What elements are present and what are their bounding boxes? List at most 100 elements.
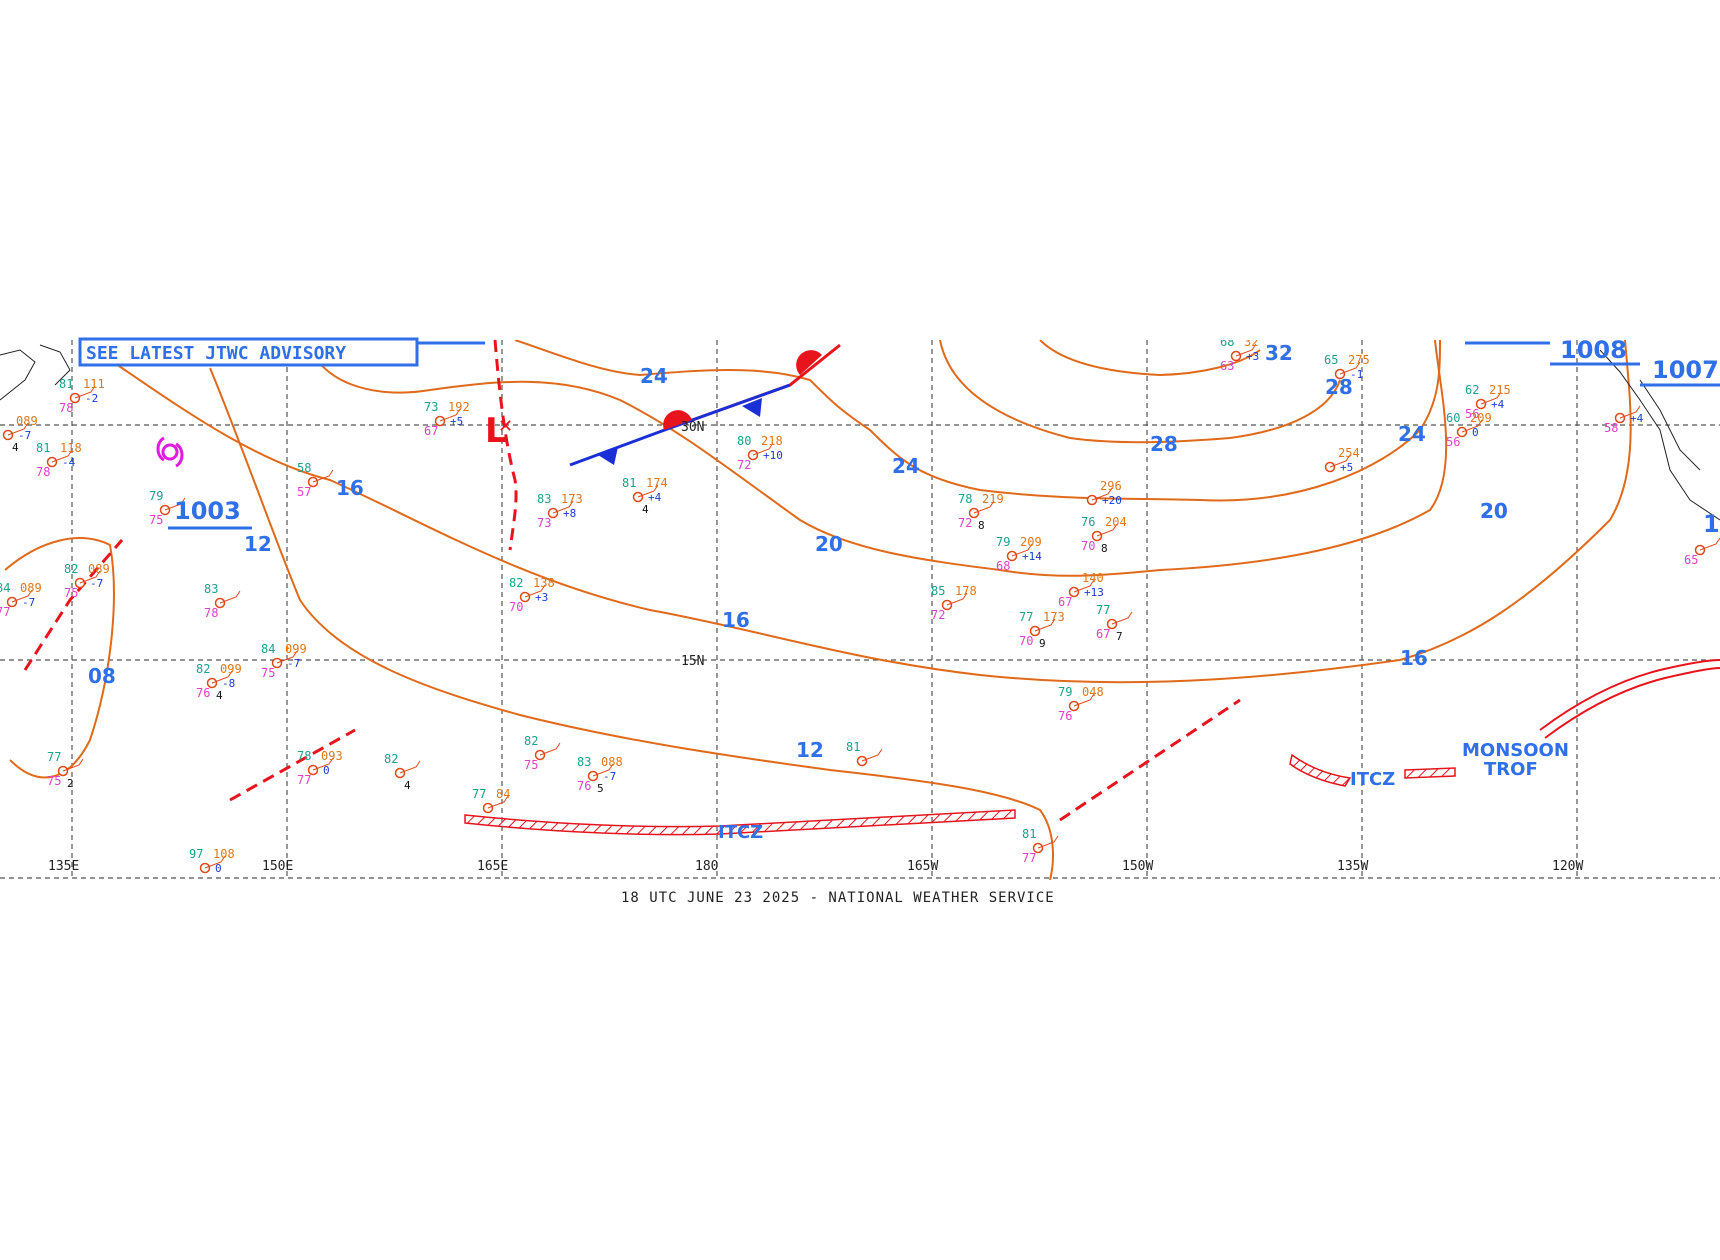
station-plot[interactable]: 089-74 <box>2 414 38 454</box>
wind-barb-icon <box>204 855 226 869</box>
wind-barb-icon <box>11 589 33 603</box>
station-plot[interactable]: 65 <box>1684 537 1720 567</box>
isobar-label: 16 <box>336 476 364 500</box>
station-plot[interactable]: 81 118 78 -4 <box>36 441 82 479</box>
station-plot[interactable]: 83 78 <box>204 582 241 620</box>
station-plot[interactable]: 81 174+44 <box>622 476 668 516</box>
station-pressure-change: +5 <box>450 415 463 428</box>
station-pressure-change: -7 <box>287 657 300 670</box>
station-visibility: 4 <box>12 441 19 454</box>
station-plot[interactable]: 79 209 68 +14 <box>996 535 1042 573</box>
station-plot[interactable]: 296+20 <box>1086 479 1122 507</box>
station-plot[interactable]: 84 089 77 -7 <box>0 581 42 619</box>
station-temperature: 97 <box>189 847 203 861</box>
station-plot[interactable]: 81 111 78 -2 <box>59 377 105 415</box>
station-pressure-change: -4 <box>62 456 76 469</box>
station-plot[interactable]: 82 75 <box>524 734 561 772</box>
station-pressure: 219 <box>982 492 1004 506</box>
station-pressure-change: 0 <box>1472 426 1479 439</box>
station-plot[interactable]: 82 099 76 -84 <box>196 662 242 702</box>
station-pressure: 111 <box>83 377 105 391</box>
isobar-1012-west <box>209 367 1054 880</box>
station-temperature: 82 <box>64 562 78 576</box>
station-temperature: 60 <box>1446 411 1460 425</box>
station-temperature: 58 <box>297 461 311 475</box>
station-plot[interactable]: 84 099 75 -7 <box>261 642 307 680</box>
lon-label: 120W <box>1552 859 1583 874</box>
station-plot[interactable]: 82 4 <box>384 752 421 792</box>
station-plot[interactable]: 83 088 76 -75 <box>577 755 623 795</box>
station-dewpoint: 78 <box>204 606 218 620</box>
station-plot[interactable]: 60 209 56 0 <box>1446 411 1492 449</box>
station-plot[interactable]: 58 57 <box>297 461 334 499</box>
jtwc-advisory-box[interactable]: SEE LATEST JTWC ADVISORY <box>78 337 419 367</box>
station-pressure: 204 <box>1105 515 1127 529</box>
station-visibility: 8 <box>978 519 985 532</box>
isobar-label: 32 <box>1265 341 1293 365</box>
station-temperature: 83 <box>204 582 218 596</box>
station-plot[interactable]: 77 75 2 <box>47 750 84 790</box>
station-dewpoint: 68 <box>996 559 1010 573</box>
station-plot[interactable]: 81 <box>846 740 883 767</box>
isobar-label: 28 <box>1325 375 1353 399</box>
station-plot[interactable]: 77 84 <box>472 787 510 814</box>
lat-label-30n: 30N <box>681 420 704 435</box>
low-pressure-center[interactable]: L ✕ <box>485 411 513 451</box>
station-plot[interactable]: 81 77 <box>1022 827 1059 865</box>
wind-barb-icon <box>1096 523 1118 537</box>
isobar-label: 12 <box>244 532 272 556</box>
station-pressure-change: 0 <box>215 862 222 875</box>
wind-barb-icon <box>1329 454 1351 468</box>
station-pressure: 089 <box>88 562 110 576</box>
station-pressure: 218 <box>761 434 783 448</box>
station-plot[interactable]: 65 275-1 <box>1324 353 1370 381</box>
station-pressure-change: 0 <box>323 764 330 777</box>
station-plot[interactable]: 83 173 73 +8 <box>537 492 583 530</box>
isobar-label: 24 <box>892 454 920 478</box>
station-temperature: 81 <box>1022 827 1036 841</box>
pressure-center-partial: 1 <box>1703 510 1720 538</box>
station-plot[interactable]: 78 093 77 0 <box>297 749 343 787</box>
station-plot[interactable]: 77 67 7 <box>1096 603 1133 643</box>
station-plot[interactable]: 79 75 <box>149 489 186 527</box>
station-pressure: 275 <box>1348 353 1370 367</box>
station-plot[interactable]: 68 32 63 +3 <box>1220 335 1259 373</box>
station-pressure: 048 <box>1082 685 1104 699</box>
station-plot[interactable]: 76 204 70 8 <box>1081 515 1127 555</box>
station-plot[interactable]: 80 218 72 +10 <box>737 434 783 472</box>
station-plot[interactable]: 73 192 67 +5 <box>424 400 470 438</box>
station-visibility: 4 <box>642 503 649 516</box>
stationary-front <box>569 343 841 467</box>
isobar-1024 <box>514 340 1441 502</box>
isobars <box>4 340 1632 880</box>
station-dewpoint: 70 <box>1081 539 1095 553</box>
station-pressure-change: +4 <box>648 491 662 504</box>
station-pressure: 088 <box>601 755 623 769</box>
station-plot[interactable]: 254+5 <box>1324 446 1360 474</box>
station-plot[interactable]: 79 048 76 <box>1058 685 1104 723</box>
lon-label: 180 <box>695 859 718 874</box>
station-temperature: 77 <box>472 787 486 801</box>
itcz-label-west: ITCZ <box>718 822 763 843</box>
station-dewpoint: 67 <box>1096 627 1110 641</box>
station-plot[interactable]: 85 178 72 <box>931 584 977 622</box>
tropical-cyclone-icon[interactable] <box>156 436 184 468</box>
station-plot[interactable]: 82 089 75 -7 <box>64 562 110 600</box>
station-pressure: 093 <box>321 749 343 763</box>
station-temperature: 81 <box>36 441 50 455</box>
station-plot[interactable]: 62 215 56 +4 <box>1465 383 1511 421</box>
station-pressure-change: +20 <box>1102 494 1122 507</box>
station-plot[interactable]: 77 173 70 9 <box>1019 610 1065 650</box>
wind-barb-icon <box>79 570 101 584</box>
wind-barb-icon <box>219 590 241 604</box>
station-temperature: 83 <box>577 755 591 769</box>
wind-barb-icon <box>752 442 774 456</box>
wind-barb-icon <box>592 763 614 777</box>
station-plot[interactable]: 78 219 72 8 <box>958 492 1004 532</box>
wind-barb-icon <box>211 670 233 684</box>
station-plot[interactable]: 58 +4 <box>1604 405 1644 435</box>
station-plot[interactable]: 82 138 70 +3 <box>509 576 555 614</box>
station-plot[interactable]: 140 67 +13 <box>1058 571 1104 609</box>
